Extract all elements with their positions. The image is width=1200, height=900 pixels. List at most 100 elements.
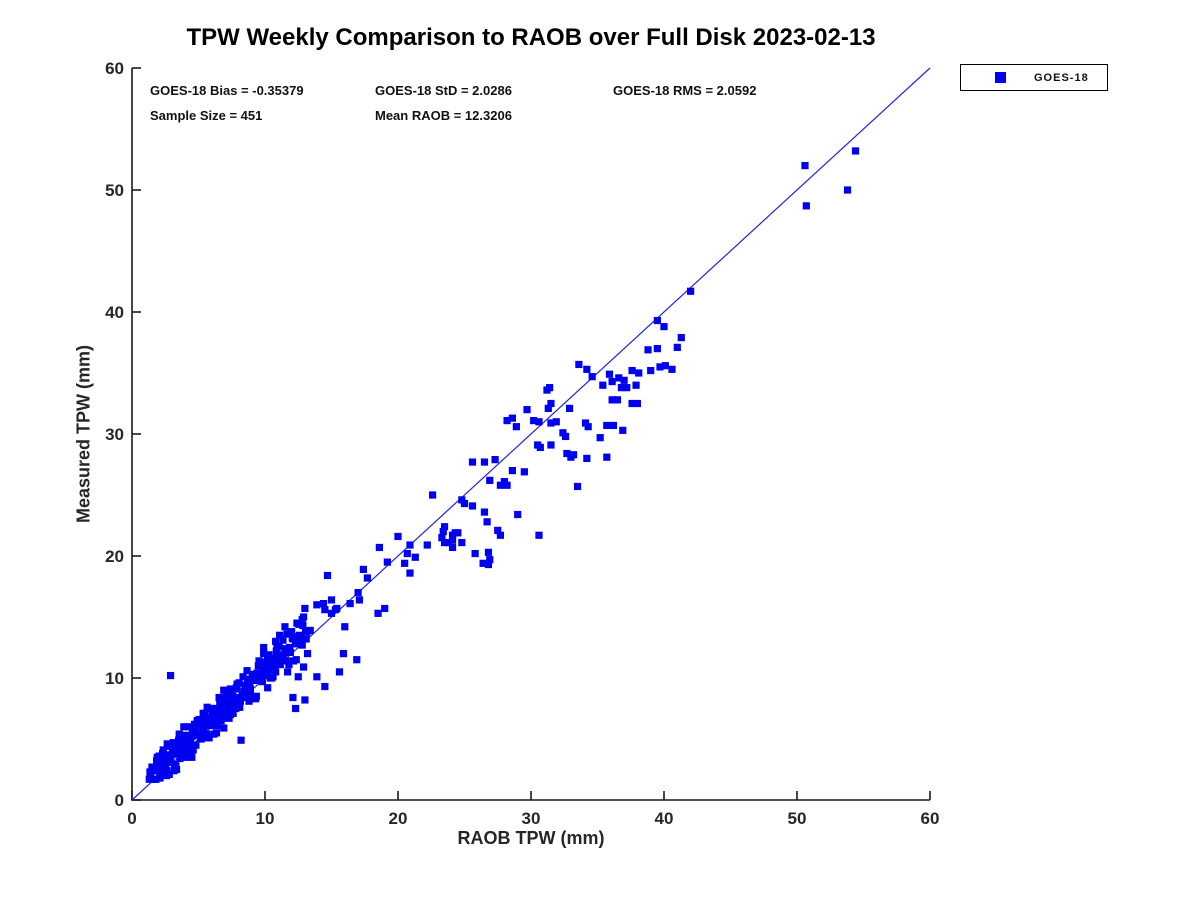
- scatter-point: [471, 549, 479, 558]
- scatter-point: [512, 423, 520, 431]
- scatter-point: [603, 453, 611, 461]
- scatter-point: [208, 719, 216, 727]
- scatter-point: [440, 538, 449, 547]
- scatter-point: [299, 621, 307, 630]
- scatter-point: [599, 381, 607, 389]
- scatter-point: [178, 751, 187, 759]
- scatter-point: [240, 687, 248, 696]
- scatter-point: [491, 456, 499, 464]
- scatter-point: [406, 541, 414, 549]
- scatter-point: [230, 693, 239, 702]
- scatter-point: [327, 596, 336, 604]
- scatter-point: [535, 531, 543, 539]
- scatter-point: [565, 404, 574, 412]
- scatter-point: [217, 704, 225, 713]
- scatter-point: [168, 751, 176, 759]
- scatter-point: [294, 673, 302, 681]
- scatter-point: [210, 730, 218, 738]
- scatter-point: [293, 619, 301, 627]
- scatter-point: [647, 366, 655, 375]
- scatter-point: [249, 675, 257, 683]
- y-tick-label: 10: [105, 669, 124, 688]
- scatter-point: [272, 637, 280, 645]
- scatter-point: [280, 651, 288, 659]
- scatter-point: [333, 604, 341, 613]
- scatter-point: [458, 496, 466, 504]
- scatter-point: [530, 416, 538, 425]
- y-tick-label: 50: [105, 181, 124, 200]
- scatter-point: [289, 635, 297, 643]
- scatter-point: [306, 626, 314, 635]
- scatter-point: [546, 384, 554, 392]
- scatter-point: [281, 646, 289, 654]
- scatter-point: [536, 443, 544, 452]
- legend-series-label: GOES-18: [1034, 71, 1089, 84]
- scatter-point: [190, 723, 199, 731]
- scatter-point: [242, 693, 250, 702]
- scatter-point: [220, 701, 228, 709]
- scatter-point: [573, 482, 582, 491]
- scatter-point: [313, 601, 321, 609]
- chart-title: TPW Weekly Comparison to RAOB over Full …: [186, 24, 876, 51]
- scatter-point: [259, 658, 267, 666]
- scatter-point: [185, 723, 193, 731]
- scatter-point: [660, 323, 668, 331]
- y-tick-label: 60: [105, 59, 124, 78]
- scatter-point: [448, 543, 457, 552]
- scatter-point: [159, 746, 167, 754]
- scatter-point: [632, 381, 640, 389]
- scatter-point: [205, 704, 213, 713]
- scatter-point: [202, 714, 211, 722]
- scatter-point: [236, 697, 244, 705]
- y-tick-label: 0: [115, 791, 124, 810]
- scatter-point: [181, 734, 189, 742]
- scatter-point: [241, 681, 249, 689]
- scatter-point: [438, 534, 446, 542]
- scatter-point: [295, 631, 304, 639]
- scatter-point: [170, 761, 179, 769]
- x-tick-label: 20: [389, 809, 408, 828]
- scatter-point: [439, 528, 447, 536]
- scatter-point: [284, 668, 292, 676]
- scatter-point: [608, 396, 616, 404]
- scatter-point: [653, 345, 661, 353]
- scatter-point: [237, 736, 245, 744]
- scatter-point: [273, 659, 281, 667]
- scatter-point: [152, 767, 160, 775]
- scatter-point: [262, 670, 270, 678]
- scatter-point: [264, 656, 272, 664]
- scatter-point: [483, 518, 491, 526]
- scatter-point: [321, 682, 329, 691]
- scatter-point: [339, 650, 348, 658]
- scatter-point: [615, 374, 623, 382]
- scatter-point: [209, 713, 217, 721]
- scatter-point: [148, 763, 156, 771]
- scatter-point: [169, 742, 177, 750]
- scatter-point: [216, 698, 224, 706]
- scatter-point: [584, 423, 592, 431]
- scatter-point: [288, 628, 296, 636]
- scatter-point: [265, 651, 273, 659]
- scatter-point: [354, 589, 362, 597]
- stat-std: GOES-18 StD = 2.0286: [375, 83, 512, 98]
- scatter-point: [157, 758, 165, 766]
- scatter-point: [383, 558, 391, 566]
- scatter-point: [246, 687, 254, 696]
- scatter-point: [359, 565, 368, 574]
- scatter-point: [245, 697, 253, 705]
- scatter-point: [468, 502, 477, 510]
- scatter-point: [176, 754, 184, 763]
- y-tick-label: 20: [105, 547, 124, 566]
- scatter-point: [406, 569, 414, 577]
- scatter-point: [264, 684, 272, 692]
- scatter-point: [285, 660, 293, 669]
- scatter-point: [217, 717, 225, 725]
- scatter-point: [301, 696, 309, 704]
- scatter-point: [569, 451, 578, 459]
- scatter-point: [346, 599, 354, 608]
- scatter-point: [193, 729, 201, 737]
- scatter-point: [496, 531, 505, 539]
- scatter-point: [260, 643, 268, 652]
- scatter-point: [552, 418, 560, 426]
